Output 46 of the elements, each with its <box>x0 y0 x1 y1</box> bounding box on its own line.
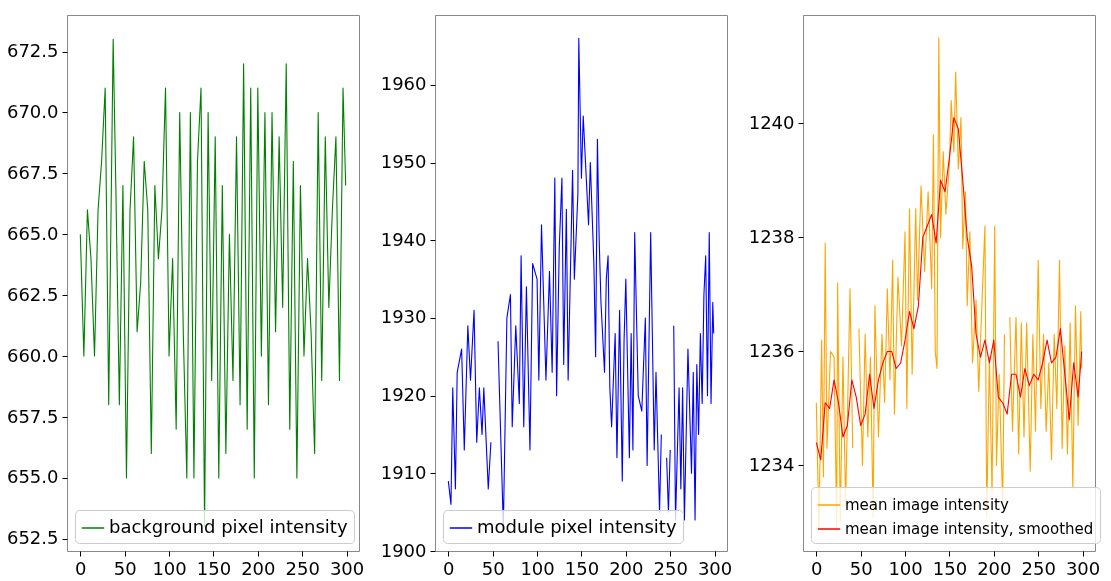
x-tick-label: 200 <box>977 557 1012 579</box>
x-tick-label: 100 <box>520 557 555 579</box>
legend-label: mean image intensity, smoothed <box>845 520 1094 538</box>
x-tick-label: 250 <box>1021 557 1056 579</box>
legend-label: background pixel intensity <box>109 516 348 537</box>
y-tick-label: 665.0 <box>6 222 59 244</box>
y-tick-label: 1236 <box>748 339 795 361</box>
y-tick-label: 1240 <box>748 111 795 133</box>
x-tick-label: 150 <box>196 557 232 579</box>
y-tick-label: 1960 <box>380 73 427 95</box>
y-tick-label: 672.5 <box>6 40 59 62</box>
x-tick-label: 100 <box>152 557 187 579</box>
y-tick-label: 1930 <box>380 306 427 328</box>
y-tick-label: 652.5 <box>6 527 59 549</box>
y-tick-label: 660.0 <box>6 344 59 366</box>
line-series <box>815 117 1083 461</box>
y-tick-label: 667.5 <box>6 161 59 183</box>
x-tick-label: 300 <box>1065 557 1101 579</box>
x-tick-label: 0 <box>811 557 823 579</box>
y-tick-label: 657.5 <box>6 405 59 427</box>
y-tick-label: 662.5 <box>6 283 59 305</box>
x-tick-label: 150 <box>564 557 600 579</box>
x-tick-label: 0 <box>443 557 455 579</box>
y-tick-label: 1234 <box>748 453 795 475</box>
x-tick-label: 200 <box>241 557 276 579</box>
legend-label: module pixel intensity <box>477 516 677 537</box>
y-tick-label: 670.0 <box>6 100 59 122</box>
x-tick-label: 250 <box>285 557 320 579</box>
y-tick-label: 655.0 <box>6 466 59 488</box>
x-tick-label: 0 <box>75 557 87 579</box>
series-label: mean image intensity <box>845 496 1009 514</box>
x-tick-label: 50 <box>481 557 505 579</box>
y-tick-label: 1900 <box>380 539 427 561</box>
x-tick-label: 50 <box>849 557 873 579</box>
x-tick-label: 50 <box>113 557 137 579</box>
x-tick-label: 150 <box>932 557 968 579</box>
x-tick-label: 300 <box>329 557 365 579</box>
y-tick-label: 1950 <box>380 151 427 173</box>
y-tick-label: 1910 <box>380 461 427 483</box>
x-tick-label: 300 <box>697 557 733 579</box>
y-tick-label: 1920 <box>380 384 427 406</box>
y-tick-label: 1238 <box>748 225 795 247</box>
x-tick-label: 100 <box>888 557 923 579</box>
y-tick-label: 1940 <box>380 228 427 250</box>
x-tick-label: 250 <box>653 557 688 579</box>
x-tick-label: 200 <box>609 557 644 579</box>
